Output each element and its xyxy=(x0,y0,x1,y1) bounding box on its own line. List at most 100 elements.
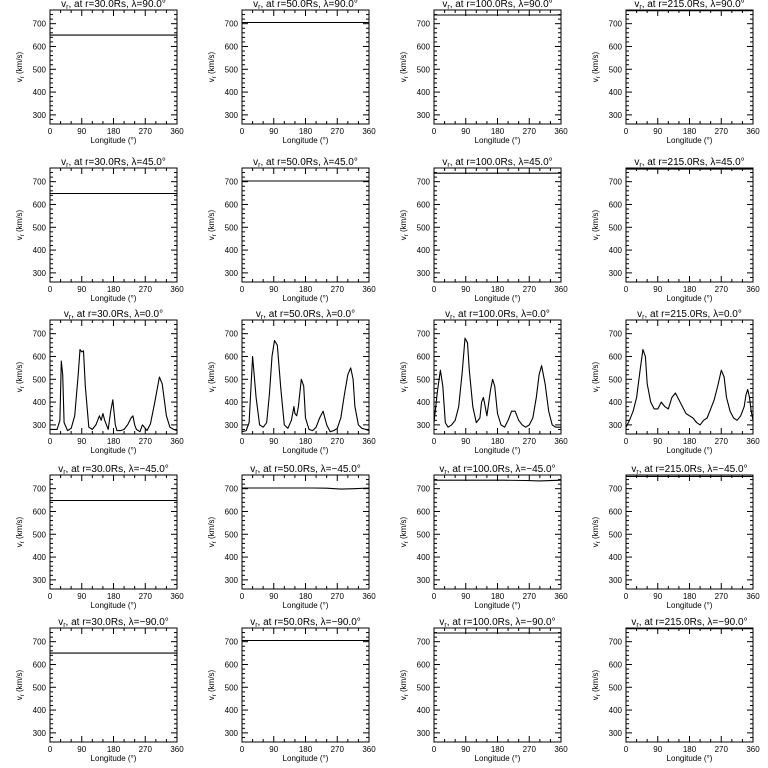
y-tick-label: 700 xyxy=(609,485,623,494)
x-tick-label: 360 xyxy=(554,437,568,446)
y-tick-label: 400 xyxy=(225,398,239,407)
y-tick-label: 600 xyxy=(609,660,623,669)
y-axis-label: vr (km/s) xyxy=(399,209,410,240)
y-tick-label: 400 xyxy=(33,553,47,562)
y-tick-label: 400 xyxy=(417,553,431,562)
x-tick-label: 0 xyxy=(432,745,437,754)
x-tick-label: 360 xyxy=(362,127,376,136)
x-tick-label: 360 xyxy=(554,127,568,136)
x-tick-label: 360 xyxy=(362,745,376,754)
y-tick-label: 300 xyxy=(417,576,431,585)
x-tick-label: 0 xyxy=(48,592,53,601)
y-tick-label: 300 xyxy=(33,421,47,430)
x-tick-label: 0 xyxy=(240,437,245,446)
panel-1: 0 90 180 270 360 300 400 500 600 700 Longitude (°)… xyxy=(15,0,184,145)
x-tick-label: 270 xyxy=(523,745,537,754)
vr-series-line xyxy=(50,349,178,433)
x-tick-label: 0 xyxy=(48,437,53,446)
y-axis-label: vr (km/s) xyxy=(591,361,602,392)
panel-14: 0 90 180 270 360 300 400 500 600 700 Longitude (°)… xyxy=(207,464,376,610)
y-tick-label: 500 xyxy=(33,530,47,539)
y-tick-label: 600 xyxy=(225,352,239,361)
y-tick-label: 700 xyxy=(417,20,431,29)
x-tick-label: 0 xyxy=(432,437,437,446)
x-tick-label: 90 xyxy=(461,285,470,294)
x-tick-label: 90 xyxy=(653,437,662,446)
x-tick-label: 270 xyxy=(715,285,729,294)
panel-3: 0 90 180 270 360 300 400 500 600 700 Longitude (°)… xyxy=(399,0,568,145)
x-tick-label: 270 xyxy=(715,437,729,446)
y-axis-label: vr (km/s) xyxy=(591,209,602,240)
x-tick-label: 90 xyxy=(269,592,278,601)
y-tick-label: 400 xyxy=(225,246,239,255)
x-tick-label: 180 xyxy=(683,437,697,446)
x-tick-label: 270 xyxy=(523,437,537,446)
y-tick-label: 700 xyxy=(417,178,431,187)
y-tick-label: 400 xyxy=(609,246,623,255)
x-tick-label: 90 xyxy=(653,285,662,294)
x-tick-label: 180 xyxy=(491,285,505,294)
y-tick-label: 300 xyxy=(33,576,47,585)
panel-title: vr, at r=215.0Rs, λ=−90.0° xyxy=(631,617,747,629)
panel-title: vr, at r=30.0Rs, λ=90.0° xyxy=(61,0,166,11)
x-tick-label: 90 xyxy=(77,745,86,754)
y-tick-label: 500 xyxy=(417,530,431,539)
x-axis-label: Longitude (°) xyxy=(667,136,713,145)
panel-5: 0 90 180 270 360 300 400 500 600 700 Longitude (°)… xyxy=(15,157,184,303)
x-tick-label: 90 xyxy=(653,745,662,754)
y-tick-label: 400 xyxy=(609,88,623,97)
y-tick-label: 600 xyxy=(417,42,431,51)
y-tick-label: 700 xyxy=(609,330,623,339)
x-tick-label: 360 xyxy=(746,745,760,754)
y-tick-label: 400 xyxy=(417,706,431,715)
panel-title: vr, at r=215.0Rs, λ=−45.0° xyxy=(631,464,747,476)
x-axis-label: Longitude (°) xyxy=(91,446,137,455)
plot-frame xyxy=(625,319,754,435)
vr-series-line xyxy=(242,487,370,490)
x-tick-label: 90 xyxy=(269,437,278,446)
y-tick-label: 600 xyxy=(609,507,623,516)
x-tick-label: 360 xyxy=(170,745,184,754)
y-tick-label: 600 xyxy=(417,507,431,516)
y-axis-label: vr (km/s) xyxy=(399,669,410,700)
y-tick-label: 600 xyxy=(33,507,47,516)
y-tick-label: 300 xyxy=(417,111,431,120)
x-tick-label: 180 xyxy=(299,285,313,294)
x-axis-label: Longitude (°) xyxy=(475,446,521,455)
panel-10: 0 90 180 270 360 300 400 500 600 700 Longitude (°)… xyxy=(207,309,376,455)
y-tick-label: 500 xyxy=(417,223,431,232)
x-tick-label: 270 xyxy=(523,285,537,294)
y-tick-label: 600 xyxy=(225,200,239,209)
x-axis-label: Longitude (°) xyxy=(91,294,137,303)
x-tick-label: 180 xyxy=(299,437,313,446)
plot-frame xyxy=(433,627,562,743)
x-tick-label: 360 xyxy=(746,127,760,136)
x-tick-label: 360 xyxy=(170,285,184,294)
plot-frame xyxy=(625,627,754,743)
x-axis-label: Longitude (°) xyxy=(667,601,713,610)
plot-frame xyxy=(433,474,562,590)
x-axis-label: Longitude (°) xyxy=(667,294,713,303)
x-tick-label: 360 xyxy=(746,285,760,294)
panel-20: 0 90 180 270 360 300 400 500 600 700 Longitude (°)… xyxy=(591,617,760,763)
x-axis-label: Longitude (°) xyxy=(475,601,521,610)
y-tick-label: 400 xyxy=(417,88,431,97)
plot-frame xyxy=(241,627,370,743)
plot-frame xyxy=(241,9,370,125)
x-tick-label: 90 xyxy=(461,127,470,136)
y-tick-label: 700 xyxy=(225,20,239,29)
y-tick-label: 600 xyxy=(225,507,239,516)
x-tick-label: 180 xyxy=(107,437,121,446)
x-tick-label: 180 xyxy=(683,745,697,754)
x-tick-label: 90 xyxy=(269,745,278,754)
x-tick-label: 90 xyxy=(77,285,86,294)
x-tick-label: 180 xyxy=(107,745,121,754)
y-tick-label: 300 xyxy=(609,421,623,430)
x-tick-label: 180 xyxy=(107,285,121,294)
y-axis-label: vr (km/s) xyxy=(207,361,218,392)
x-tick-label: 90 xyxy=(461,437,470,446)
x-axis-label: Longitude (°) xyxy=(667,446,713,455)
x-tick-label: 360 xyxy=(170,437,184,446)
y-tick-label: 300 xyxy=(417,269,431,278)
y-tick-label: 700 xyxy=(225,638,239,647)
